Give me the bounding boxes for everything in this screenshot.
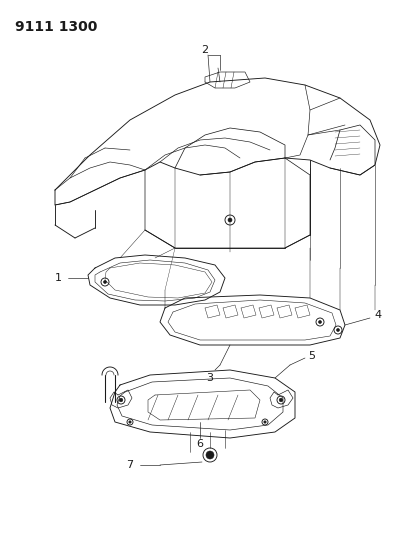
Text: 1: 1 <box>55 273 62 283</box>
Text: 9111 1300: 9111 1300 <box>15 20 97 34</box>
Circle shape <box>228 218 232 222</box>
Text: 2: 2 <box>201 45 208 55</box>
Circle shape <box>337 328 339 332</box>
Circle shape <box>262 419 268 425</box>
Circle shape <box>316 318 324 326</box>
Text: 3: 3 <box>206 373 213 383</box>
Circle shape <box>101 278 109 286</box>
Circle shape <box>104 280 106 284</box>
Circle shape <box>334 326 342 334</box>
Circle shape <box>277 396 285 404</box>
Text: 7: 7 <box>127 460 134 470</box>
Circle shape <box>203 448 217 462</box>
Circle shape <box>225 215 235 225</box>
Circle shape <box>279 398 283 402</box>
Text: 5: 5 <box>309 351 316 361</box>
Circle shape <box>264 421 266 423</box>
Circle shape <box>117 396 125 404</box>
Circle shape <box>127 419 133 425</box>
Text: 6: 6 <box>196 439 203 449</box>
Circle shape <box>129 421 131 423</box>
Circle shape <box>206 451 214 459</box>
Circle shape <box>319 320 321 324</box>
Text: 4: 4 <box>374 310 381 320</box>
Circle shape <box>119 398 123 402</box>
